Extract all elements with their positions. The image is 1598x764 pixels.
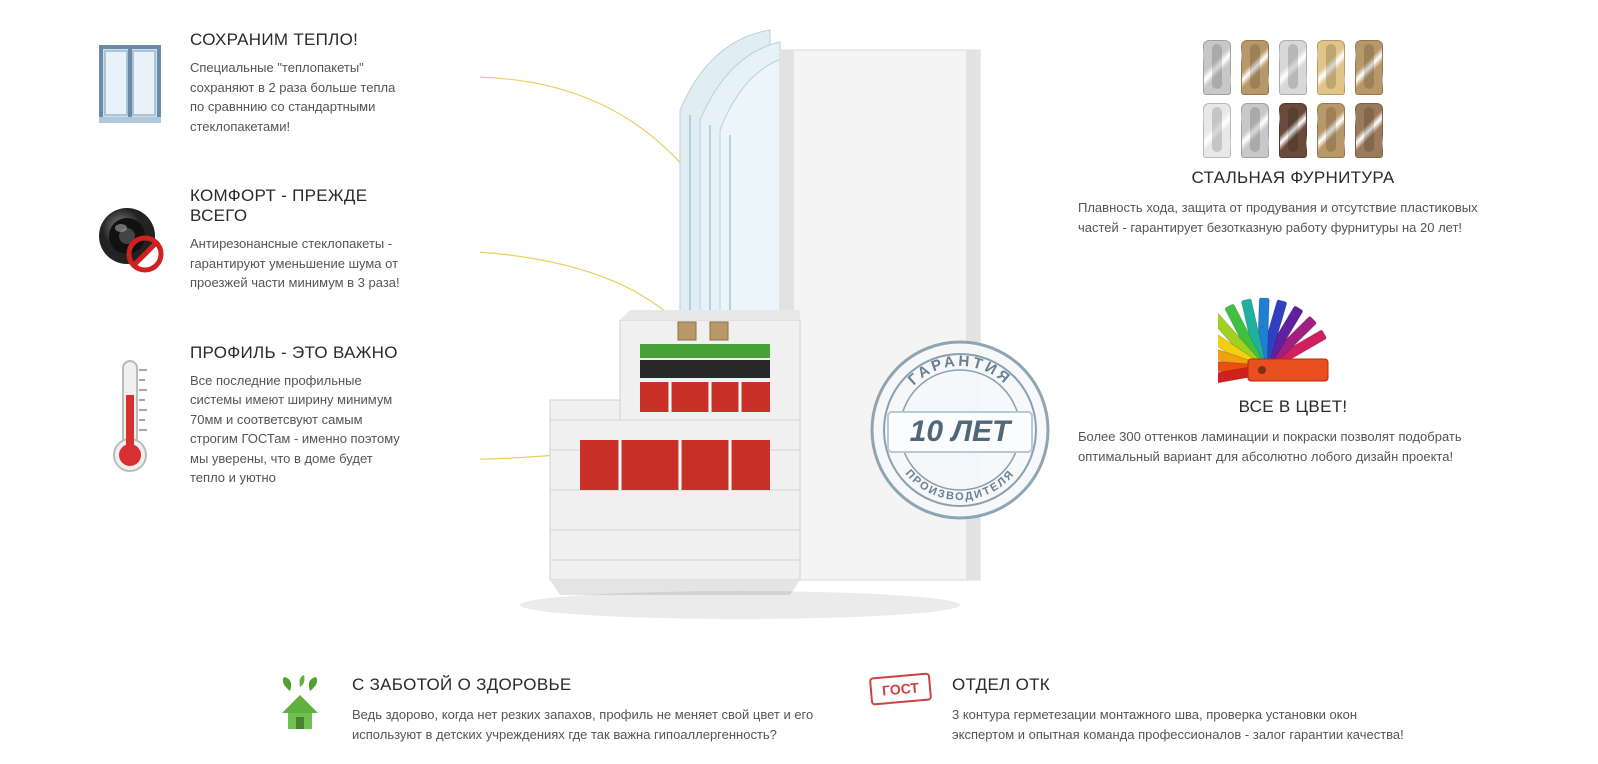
handle-sample [1241,40,1269,95]
speaker-no-icon [90,186,170,293]
feature-color-title: ВСЕ В ЦВЕТ! [1078,397,1508,417]
feature-profile-text: ПРОФИЛЬ - ЭТО ВАЖНО Все последние профил… [170,343,400,488]
eco-house-icon [260,675,340,744]
feature-comfort-title: КОМФОРТ - ПРЕЖДЕ ВСЕГО [190,186,400,226]
thermometer-icon [90,343,170,488]
feature-otk-text: ОТДЕЛ ОТК 3 контура герметезации монтажн… [940,675,1460,744]
gost-stamp-text: ГОСТ [868,672,931,705]
warranty-stamp: ГАРАНТИЯ ПРОИЗВОДИТЕЛЯ 10 ЛЕТ [860,330,1060,530]
feature-hardware-title: СТАЛЬНАЯ ФУРНИТУРА [1078,168,1508,188]
feature-comfort-desc: Антирезонансные стеклопакеты - гарантиру… [190,234,400,293]
feature-profile-desc: Все последние профильные системы имеют ш… [190,371,400,488]
handle-sample [1203,40,1231,95]
feature-otk-desc: 3 контура герметезации монтажного шва, п… [952,705,1420,744]
feature-heat-title: СОХРАНИМ ТЕПЛО! [190,30,400,50]
feature-heat: СОХРАНИМ ТЕПЛО! Специальные "теплопакеты… [90,30,400,136]
bottom-feature-row: С ЗАБОТОЙ О ЗДОРОВЬЕ Ведь здорово, когда… [260,675,1460,744]
feature-hardware: СТАЛЬНАЯ ФУРНИТУРА Плавность хода, защит… [1078,40,1508,237]
feature-hardware-desc: Плавность хода, защита от продувания и о… [1078,198,1508,237]
right-feature-column: СТАЛЬНАЯ ФУРНИТУРА Плавность хода, защит… [1078,40,1508,506]
gost-stamp-icon: ГОСТ [860,675,940,744]
handle-sample [1241,103,1269,158]
feature-health: С ЗАБОТОЙ О ЗДОРОВЬЕ Ведь здорово, когда… [260,675,860,744]
feature-otk-title: ОТДЕЛ ОТК [952,675,1420,695]
handle-sample [1317,40,1345,95]
feature-profile: ПРОФИЛЬ - ЭТО ВАЖНО Все последние профил… [90,343,400,488]
color-fan-icon [1078,277,1508,387]
feature-heat-desc: Специальные "теплопакеты" сохраняют в 2 … [190,58,400,136]
feature-health-text: С ЗАБОТОЙ О ЗДОРОВЬЕ Ведь здорово, когда… [340,675,860,744]
feature-health-desc: Ведь здорово, когда нет резких запахов, … [352,705,820,744]
feature-profile-title: ПРОФИЛЬ - ЭТО ВАЖНО [190,343,400,363]
handle-sample [1355,103,1383,158]
infographic-container: СОХРАНИМ ТЕПЛО! Специальные "теплопакеты… [0,0,1598,764]
feature-otk: ГОСТ ОТДЕЛ ОТК 3 контура герметезации мо… [860,675,1460,744]
feature-color-desc: Более 300 оттенков ламинации и покраски … [1078,427,1508,466]
handle-sample [1279,40,1307,95]
feature-comfort: КОМФОРТ - ПРЕЖДЕ ВСЕГО Антирезонансные с… [90,186,400,293]
handle-sample [1355,40,1383,95]
warranty-main-text: 10 ЛЕТ [910,415,1013,448]
feature-health-title: С ЗАБОТОЙ О ЗДОРОВЬЕ [352,675,820,695]
feature-comfort-text: КОМФОРТ - ПРЕЖДЕ ВСЕГО Антирезонансные с… [170,186,400,293]
handles-icon [1078,40,1508,158]
window-icon [90,30,170,136]
left-feature-column: СОХРАНИМ ТЕПЛО! Специальные "теплопакеты… [90,30,400,538]
handle-sample [1203,103,1231,158]
feature-heat-text: СОХРАНИМ ТЕПЛО! Специальные "теплопакеты… [170,30,400,136]
handle-sample [1317,103,1345,158]
feature-color: ВСЕ В ЦВЕТ! Более 300 оттенков ламинации… [1078,277,1508,466]
handle-sample [1279,103,1307,158]
window-profile-diagram: ГАРАНТИЯ ПРОИЗВОДИТЕЛЯ 10 ЛЕТ [480,20,1040,620]
